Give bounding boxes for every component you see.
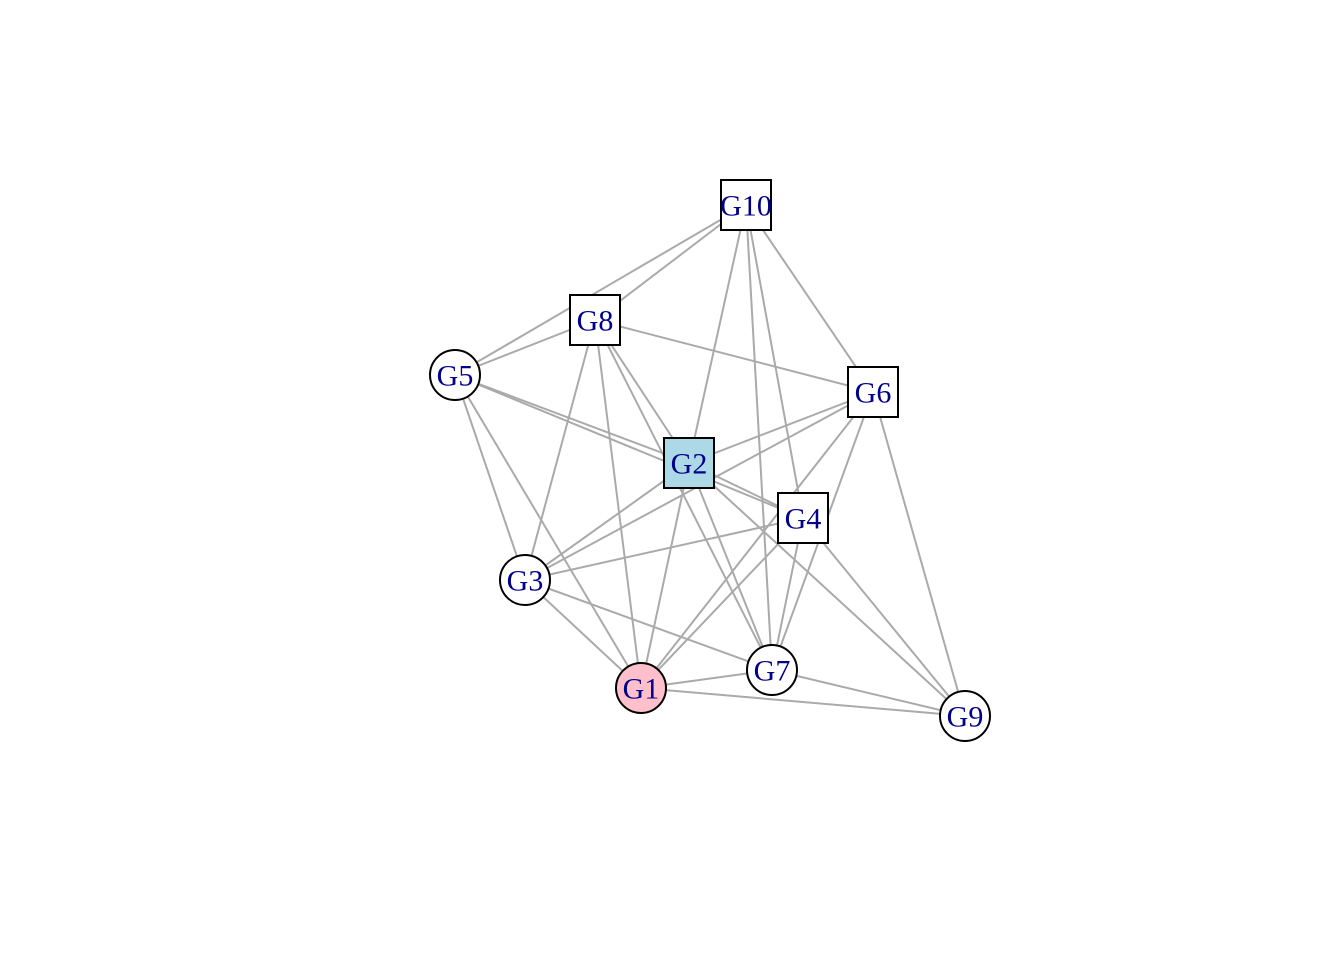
edge-g4-g9 <box>802 517 966 717</box>
node-circle <box>939 690 991 742</box>
node-circle <box>615 662 667 714</box>
edge-g10-g5 <box>454 204 747 376</box>
node-label: G4 <box>785 503 822 536</box>
edge-g2-g3 <box>524 462 690 581</box>
edge-g1-g9 <box>640 687 966 717</box>
edge-g10-g2 <box>688 204 747 464</box>
node-g6: G6 <box>847 366 899 418</box>
node-circle <box>499 554 551 606</box>
node-g1: G1 <box>615 662 667 714</box>
node-label: G2 <box>671 448 708 481</box>
edge-g10-g4 <box>745 204 804 519</box>
edge-g6-g2 <box>688 391 874 464</box>
node-g4: G4 <box>777 492 829 544</box>
edge-g10-g6 <box>745 204 874 393</box>
node-label: G10 <box>720 190 772 223</box>
node-square <box>663 437 715 489</box>
edge-g3-g1 <box>524 579 642 689</box>
edge-g5-g3 <box>454 374 526 581</box>
node-g8: G8 <box>569 294 621 346</box>
edge-g2-g1 <box>640 462 690 689</box>
edge-g8-g6 <box>594 319 874 393</box>
node-label: G3 <box>507 565 544 598</box>
node-label: G5 <box>437 360 474 393</box>
edge-g8-g1 <box>594 319 642 689</box>
edge-g5-g1 <box>454 374 642 689</box>
edge-g4-g1 <box>640 517 804 689</box>
node-g2: G2 <box>663 437 715 489</box>
node-label: G9 <box>947 701 984 734</box>
edge-g7-g9 <box>771 669 966 717</box>
node-circle <box>429 349 481 401</box>
node-g3: G3 <box>499 554 551 606</box>
node-label: G8 <box>577 305 614 338</box>
node-g9: G9 <box>939 690 991 742</box>
edge-g2-g7 <box>688 462 773 671</box>
edge-g10-g7 <box>745 204 773 671</box>
edge-g6-g9 <box>872 391 966 717</box>
node-layer: G1 G2 G3 G4 G5 G6 G7 G8 G9 G10 <box>429 179 991 742</box>
edge-g2-g9 <box>688 462 966 717</box>
node-label: G6 <box>855 377 892 410</box>
edge-g5-g2 <box>454 374 690 464</box>
node-square <box>569 294 621 346</box>
edge-g3-g7 <box>524 579 773 671</box>
node-square <box>847 366 899 418</box>
edge-g4-g3 <box>524 517 804 581</box>
edge-g6-g1 <box>640 391 874 689</box>
node-label: G1 <box>623 673 660 706</box>
node-g10: G10 <box>720 179 772 231</box>
node-g5: G5 <box>429 349 481 401</box>
node-circle <box>746 644 798 696</box>
node-square <box>720 179 772 231</box>
edge-g5-g4 <box>454 374 804 519</box>
node-label: G7 <box>754 655 791 688</box>
node-square <box>777 492 829 544</box>
edge-g8-g3 <box>524 319 596 581</box>
node-g7: G7 <box>746 644 798 696</box>
